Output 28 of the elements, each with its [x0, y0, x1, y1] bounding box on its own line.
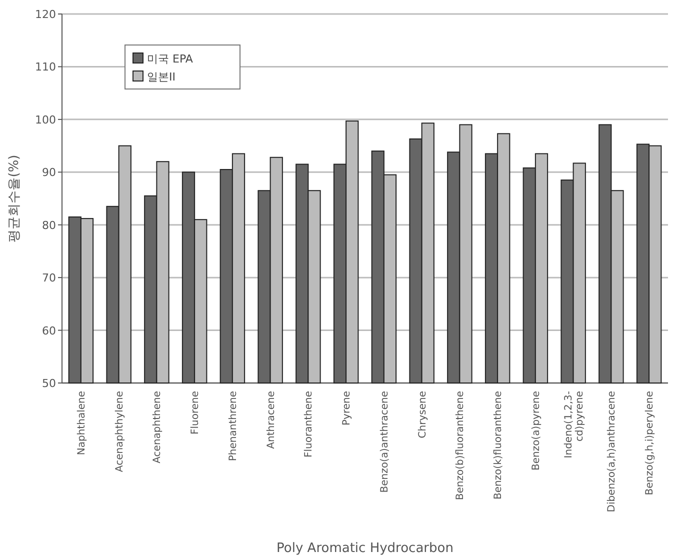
- y-tick-label: 80: [42, 218, 56, 232]
- x-tick-label: Benzo(a)anthracene: [379, 391, 390, 493]
- x-tick-label: Dibenzo(a,h)anthracene: [606, 391, 618, 512]
- x-tick-label: Fluorene: [190, 391, 202, 435]
- x-tick-label: Pyrene: [342, 391, 353, 426]
- x-tick-label: Fluoranthene: [304, 391, 315, 458]
- x-tick-label: Acenaphthene: [152, 391, 164, 464]
- y-tick-label: 60: [42, 324, 56, 338]
- y-tick-label: 50: [42, 377, 56, 390]
- x-tick-label: Benzo(b)fluoranthene: [455, 391, 466, 500]
- y-tick-label: 120: [35, 8, 56, 21]
- y-tick-label: 110: [35, 60, 56, 74]
- x-tick-label: Phenanthrene: [228, 391, 239, 462]
- y-tick-label: 90: [42, 166, 56, 180]
- x-tick-label: Anthracene: [266, 391, 277, 449]
- x-tick-label: Naphthalene: [76, 391, 88, 456]
- x-tick-label: Benzo(k)fluoranthene: [493, 391, 504, 500]
- y-tick-label: 70: [42, 272, 56, 285]
- x-tick-label: Acenaphthylene: [114, 391, 126, 472]
- x-tick-label: Chrysene: [417, 391, 428, 438]
- legend-label: 미국 EPA: [147, 52, 194, 66]
- y-axis-title: 평균회수율(%): [7, 154, 22, 242]
- x-tick-label: Indeno(1,2,3- cd)pyrene: [563, 390, 586, 458]
- legend-label: 일본II: [147, 70, 176, 84]
- x-tick-label: Benzo(a)pyrene: [530, 391, 542, 470]
- x-axis-title: Poly Aromatic Hydrocarbon: [276, 541, 454, 556]
- y-tick-label: 100: [35, 113, 56, 126]
- x-tick-label: Benzo(g,h,i)perylene: [644, 391, 656, 496]
